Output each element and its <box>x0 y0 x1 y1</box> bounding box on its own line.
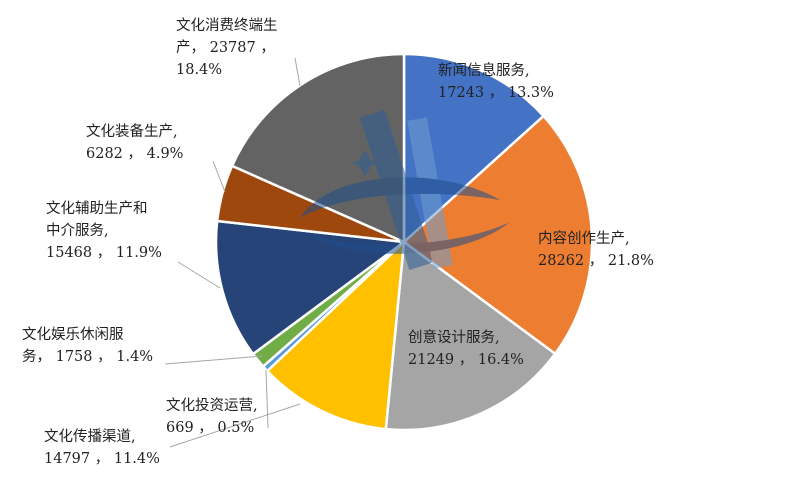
slice-label-line: 18.4% <box>176 62 222 78</box>
slice-label: 文化传播渠道, 14797 ， 11.4% <box>44 428 160 467</box>
slice-label: 创意设计服务, 21249 ， 16.4% <box>408 328 524 368</box>
slice-label-line: 669 ， 0.5% <box>166 420 254 436</box>
leader-line <box>169 403 301 448</box>
slice-label-line: 新闻信息服务, <box>438 62 530 79</box>
leader-line <box>164 355 263 365</box>
leader-line <box>177 261 221 289</box>
watermark-logo <box>300 109 510 271</box>
slice-label: 新闻信息服务, 17243 ， 13.3% <box>438 62 554 101</box>
slice-label-line: 15468 ， 11.9% <box>46 245 162 261</box>
slice-label-line: 14797 ， 11.4% <box>44 451 160 467</box>
pie-slices <box>214 52 594 432</box>
slice-label-line: 21249 ， 16.4% <box>408 352 524 368</box>
pie-slice <box>265 238 406 431</box>
slice-label-line: 创意设计服务, <box>408 328 500 346</box>
slice-label: 文化投资运营, 669 ， 0.5% <box>166 397 258 436</box>
slice-label: 文化辅助生产和中介服务, 15468 ， 11.9% <box>46 200 162 261</box>
slice-label-line: 文化消费终端生 <box>176 17 278 34</box>
slice-label-line: 文化投资运营, <box>166 397 258 414</box>
slice-label-line: 文化装备生产, <box>86 123 178 140</box>
leader-line <box>212 160 226 193</box>
leader-line <box>265 369 269 429</box>
slice-label-line: 文化辅助生产和 <box>46 200 148 217</box>
slice-label: 文化装备生产, 6282 ， 4.9% <box>86 123 183 162</box>
leader-line <box>294 57 301 87</box>
slice-label-line: 文化传播渠道, <box>44 428 136 445</box>
slice-label-line: 务， 1758 ， 1.4% <box>22 348 153 365</box>
slice-label-line: 6282 ， 4.9% <box>86 146 183 162</box>
pie-slice <box>402 114 594 356</box>
slice-label-line: 产， 23787 ， <box>176 39 275 56</box>
slice-labels: 新闻信息服务, 17243 ， 13.3% 内容创作生产, 28262 ， 21.8%… <box>22 17 654 467</box>
slice-label-line: 28262 ， 21.8% <box>538 253 654 269</box>
slice-label-line: 文化娱乐休闲服 <box>22 326 124 343</box>
slice-label: 文化消费终端生产， 23787 ， 18.4% <box>176 17 278 78</box>
slice-label-line: 中介服务, <box>46 222 109 239</box>
slice-label: 文化娱乐休闲服务， 1758 ， 1.4% <box>22 326 153 365</box>
pie-slice <box>214 219 408 356</box>
pie-slice <box>384 239 557 432</box>
slice-label: 内容创作生产, 28262 ， 21.8% <box>538 230 654 269</box>
slice-label-line: 内容创作生产, <box>538 230 630 247</box>
slice-label-line: 17243 ， 13.3% <box>438 85 554 101</box>
